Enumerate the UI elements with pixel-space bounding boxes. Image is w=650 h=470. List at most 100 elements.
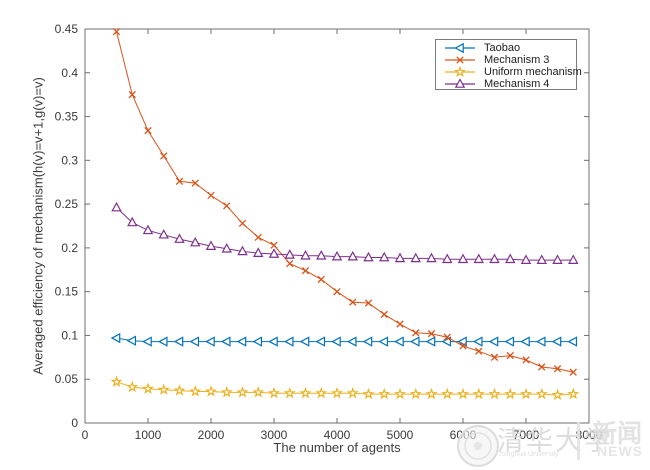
- star-marker-icon: [315, 386, 328, 399]
- legend-item-mechanism-3: Mechanism 3: [443, 54, 576, 66]
- triangle-up-marker-icon: [142, 224, 154, 235]
- triangle-up-marker-icon: [253, 247, 264, 257]
- triangle-up-marker-icon: [268, 248, 280, 258]
- triangle-left-marker-icon: [520, 336, 530, 347]
- x-tick-label: 2000: [198, 428, 225, 442]
- series-line: [116, 31, 574, 373]
- star-marker-icon: [189, 385, 202, 397]
- x-marker-icon: [175, 177, 184, 186]
- series-mechanism-3: [112, 27, 577, 376]
- x-marker-icon: [380, 310, 388, 319]
- legend-sample-uniform-mechanism: [445, 66, 475, 78]
- legend-item-uniform-mechanism: Uniform mechanism: [443, 66, 582, 78]
- x-marker-icon: [569, 368, 577, 376]
- x-tick-label: 5000: [387, 428, 414, 442]
- x-marker-icon: [459, 342, 467, 350]
- triangle-left-marker-icon: [189, 336, 200, 347]
- legend-item-mechanism-4: Mechanism 4: [443, 78, 576, 90]
- triangle-left-marker-icon: [551, 336, 562, 347]
- x-marker-icon: [443, 333, 451, 341]
- legend-sample-mechanism-3: [445, 56, 475, 64]
- star-marker-icon: [425, 387, 438, 400]
- x-tick-label: 3000: [261, 428, 288, 442]
- y-tick-label: 0: [71, 416, 78, 430]
- triangle-left-marker-icon: [535, 336, 546, 347]
- y-tick-label: 0.1: [61, 328, 78, 342]
- x-marker-icon: [254, 233, 262, 242]
- star-marker-icon: [551, 388, 564, 401]
- x-marker-icon: [144, 126, 152, 135]
- x-tick-label: 8000: [576, 428, 603, 442]
- triangle-up-marker-icon: [442, 253, 453, 264]
- y-tick-label: 0.35: [55, 110, 79, 124]
- star-marker-icon: [393, 387, 407, 400]
- x-marker-icon: [301, 266, 310, 275]
- legend-label: Taobao: [484, 42, 521, 54]
- legend-sample-mechanism-4: [445, 78, 475, 88]
- triangle-left-marker-icon: [472, 336, 483, 347]
- y-tick-label: 0.4: [61, 66, 78, 80]
- triangle-up-marker-icon: [300, 250, 311, 260]
- star-marker-icon: [110, 375, 123, 387]
- x-marker-icon: [538, 363, 546, 371]
- legend-label: Uniform mechanism: [484, 66, 582, 78]
- x-marker-icon: [475, 347, 483, 355]
- x-marker-icon: [364, 299, 373, 307]
- x-marker-icon: [506, 351, 514, 360]
- x-marker-icon: [522, 356, 530, 364]
- star-marker-icon: [362, 387, 375, 400]
- legend-item-taobao: Taobao: [443, 42, 576, 54]
- star-marker-icon: [157, 383, 170, 395]
- series-line: [116, 337, 574, 343]
- series-mechanism-4: [111, 201, 579, 264]
- y-tick-label: 0.2: [61, 241, 78, 255]
- x-tick-label: 1000: [135, 428, 162, 442]
- x-axis-label: The number of agents: [273, 440, 401, 455]
- y-tick-label: 0.05: [55, 372, 79, 386]
- star-marker-icon: [299, 386, 312, 399]
- legend-label: Mechanism 3: [484, 54, 550, 66]
- triangle-up-marker-icon: [568, 254, 579, 264]
- triangle-left-marker-icon: [331, 336, 341, 347]
- triangle-left-marker-icon: [346, 336, 357, 347]
- star-marker-icon: [346, 386, 359, 399]
- y-axis-label: Averaged efficiency of mechanism(h(v)=v+…: [30, 77, 46, 375]
- triangle-up-marker-icon: [536, 254, 547, 264]
- star-marker-icon: [220, 386, 233, 398]
- triangle-up-marker-icon: [505, 253, 516, 264]
- triangle-up-marker-icon: [520, 254, 532, 264]
- triangle-left-marker-icon: [205, 336, 215, 347]
- star-marker-icon: [330, 386, 344, 399]
- triangle-left-marker-icon: [268, 336, 278, 347]
- x-marker-icon: [238, 219, 247, 228]
- x-marker-icon: [128, 91, 136, 99]
- triangle-left-marker-icon: [173, 336, 184, 347]
- triangle-up-marker-icon: [127, 216, 138, 227]
- x-marker-icon: [490, 353, 499, 361]
- triangle-up-marker-icon: [454, 78, 466, 88]
- triangle-up-marker-icon: [158, 229, 169, 239]
- triangle-left-marker-icon: [315, 336, 326, 347]
- triangle-up-marker-icon: [174, 233, 185, 243]
- triangle-left-marker-icon: [142, 336, 152, 347]
- star-marker-icon: [409, 387, 422, 400]
- triangle-left-marker-icon: [409, 336, 420, 347]
- legend-sample-taobao: [445, 42, 475, 54]
- star-marker-icon: [126, 380, 139, 393]
- star-marker-icon: [456, 387, 470, 400]
- y-tick-label: 0.3: [61, 153, 78, 167]
- star-marker-icon: [267, 386, 281, 399]
- x-marker-icon: [223, 202, 231, 210]
- series-uniform-mechanism: [110, 375, 580, 401]
- x-marker-icon: [412, 329, 420, 337]
- star-marker-icon: [236, 386, 249, 398]
- star-marker-icon: [204, 385, 218, 397]
- triangle-left-marker-icon: [504, 336, 515, 347]
- triangle-up-marker-icon: [363, 251, 374, 262]
- triangle-left-marker-icon: [236, 336, 247, 347]
- x-marker-icon: [396, 320, 404, 328]
- triangle-left-marker-icon: [378, 336, 389, 347]
- triangle-left-marker-icon: [110, 332, 121, 344]
